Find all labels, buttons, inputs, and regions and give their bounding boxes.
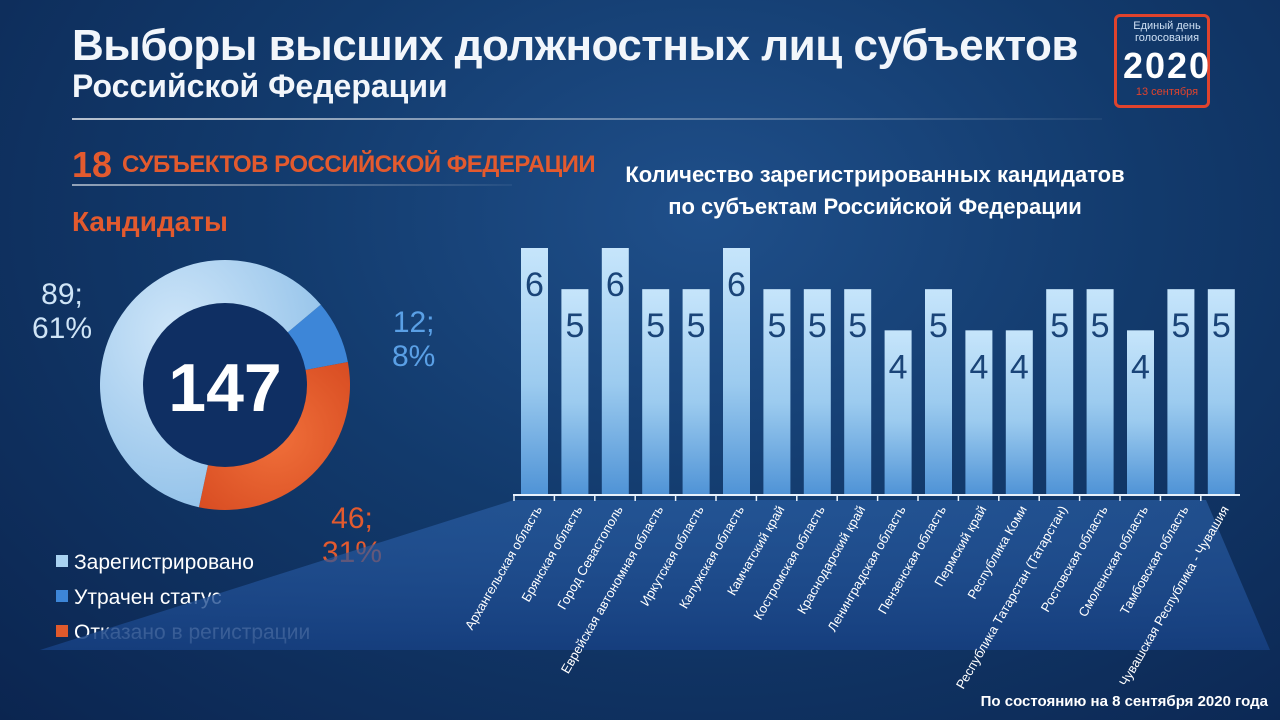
bar-chart-title-line2: по субъектам Российской Федерации	[668, 194, 1082, 219]
bar	[1086, 289, 1114, 495]
subjects-count-label: СУБЪЕКТОВ РОССИЙСКОЙ ФЕДЕРАЦИИ	[122, 151, 596, 178]
donut-center-total: 147	[168, 350, 281, 426]
logo-frame	[1114, 14, 1210, 108]
bar-value-label: 4	[1131, 348, 1150, 386]
bar	[682, 289, 710, 495]
bar-value-label: 6	[525, 266, 544, 304]
legend-item-lost: Утрачен статус	[56, 583, 310, 618]
bar-value-label: 6	[606, 266, 625, 304]
bar	[763, 289, 791, 495]
logo-line2: голосования	[1134, 32, 1200, 44]
logo-year: 2020	[1122, 45, 1212, 86]
legend-swatch-refused	[56, 625, 68, 638]
page-title-line1: Выборы высших должностных лиц субъектов	[72, 21, 1078, 70]
subjects-count-number: 18	[72, 144, 113, 185]
bar-value-label: 5	[687, 307, 706, 345]
bar	[642, 289, 670, 495]
legend-item-registered: Зарегистрировано	[56, 548, 310, 583]
bar-value-label: 5	[767, 307, 786, 345]
bar	[1127, 330, 1154, 495]
bar	[1046, 289, 1074, 495]
bar-value-label: 4	[1010, 348, 1029, 386]
bar-value-label: 5	[1091, 307, 1110, 345]
bar-value-label: 6	[727, 266, 746, 304]
bar-value-label: 5	[565, 307, 584, 345]
bar	[561, 289, 589, 495]
legend-label-lost: Утрачен статус	[74, 586, 222, 609]
legend-swatch-registered	[56, 555, 68, 568]
candidates-donut-chart: 147	[100, 260, 350, 511]
bar-value-label: 5	[1212, 307, 1231, 345]
x-axis-tick-label: Костромская область	[750, 503, 828, 623]
logo-line1: Единый день	[1133, 20, 1201, 32]
slice-label-registered-percent: 61%	[32, 312, 93, 345]
slice-label-lost-value: 12;	[392, 306, 435, 339]
page-title-line2: Российской Федерации	[72, 68, 448, 104]
donut-hole	[143, 303, 307, 467]
slice-label-lost-percent: 8%	[392, 340, 436, 373]
bar	[803, 289, 831, 495]
bar	[723, 248, 750, 495]
legend-swatch-lost	[56, 590, 68, 603]
bar-value-label: 5	[646, 307, 665, 345]
bar	[1167, 289, 1195, 495]
x-axis-tick-label: Архангельская область	[462, 503, 545, 632]
bar	[925, 289, 952, 495]
chart-floor	[40, 500, 1270, 650]
legend-label-registered: Зарегистрировано	[74, 551, 254, 574]
bar-value-label: 5	[848, 307, 867, 345]
subjects-count: 18 СУБЪЕКТОВ РОССИЙСКОЙ ФЕДЕРАЦИИ	[72, 144, 596, 186]
x-axis-tick-label: Ленинградская область	[824, 503, 908, 634]
slice-label-registered-value: 89;	[41, 278, 83, 311]
candidates-heading: Кандидаты	[72, 206, 228, 237]
bar	[1005, 330, 1033, 495]
bar	[521, 248, 548, 495]
bar	[1207, 289, 1235, 495]
bar	[965, 330, 993, 495]
bar-value-label: 5	[808, 307, 827, 345]
as-of-date-footer: По состоянию на 8 сентября 2020 года	[980, 693, 1268, 710]
slice-label-registered: 89; 61%	[32, 278, 92, 346]
election-day-logo: Единый день голосования 2020 13 сентября	[1108, 14, 1212, 110]
bar-value-label: 5	[1171, 307, 1190, 345]
bar-value-label: 4	[889, 348, 908, 386]
logo-date: 13 сентября	[1135, 86, 1199, 98]
bar-value-label: 5	[929, 307, 948, 345]
bar-chart-title-line1: Количество зарегистрированных кандидатов	[625, 162, 1125, 187]
bar	[601, 248, 629, 495]
bar	[884, 330, 912, 495]
slice-label-lost: 12; 8%	[392, 306, 435, 374]
bar-value-label: 5	[1050, 307, 1069, 345]
bar-value-label: 4	[969, 348, 988, 386]
title-divider	[72, 118, 1102, 120]
subjects-divider	[72, 184, 512, 186]
slice-label-refused-value: 46;	[331, 502, 373, 535]
bar	[844, 289, 872, 495]
